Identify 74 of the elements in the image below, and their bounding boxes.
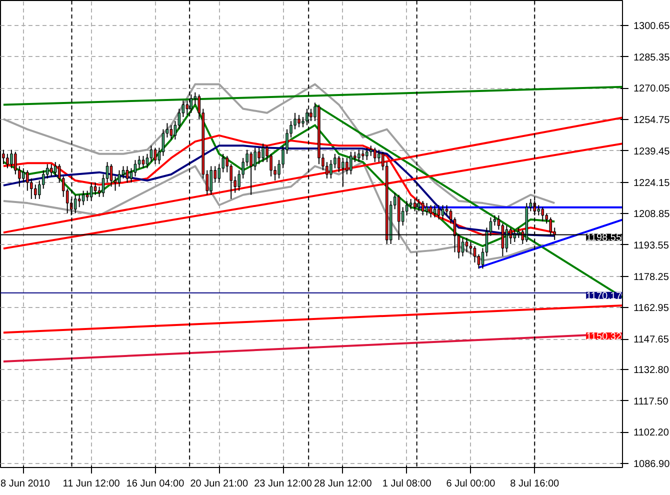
candlestick [330, 160, 332, 179]
candlestick [294, 112, 296, 130]
candlestick [142, 155, 145, 169]
candlestick [10, 149, 13, 169]
candlestick [262, 143, 264, 163]
y-tick-label: 1117.50 [634, 396, 669, 408]
y-tick-label: 1147.65 [634, 334, 670, 346]
candlestick [338, 155, 340, 173]
candlestick [54, 162, 57, 177]
candlestick [373, 147, 376, 163]
candlestick [126, 166, 129, 184]
x-tick-label: 28 Jun 12:00 [314, 478, 372, 490]
candlestick [130, 168, 133, 184]
candlestick [358, 149, 360, 163]
candlestick [22, 168, 25, 184]
candlestick [150, 145, 153, 163]
x-tick-label: 16 Jun 04:00 [126, 478, 185, 490]
y-tick-label: 1239.45 [634, 146, 670, 158]
y-tick-label: 1193.55 [634, 240, 670, 252]
candlestick [258, 147, 260, 165]
candlestick [6, 153, 9, 169]
candlestick [421, 200, 424, 216]
y-tick-label: 1208.85 [634, 209, 670, 220]
y-tick-label: 1224.15 [634, 178, 670, 189]
candlestick [14, 151, 17, 175]
y-tick-label: 1285.35 [634, 52, 670, 64]
candlestick [254, 147, 256, 171]
candlestick [409, 198, 412, 210]
y-tick-label: 1254.75 [634, 115, 670, 126]
candlestick [369, 145, 372, 156]
y-tick-label: 1102.20 [634, 428, 670, 439]
candlestick [26, 170, 29, 192]
y-tick-label: 1086.90 [634, 459, 670, 470]
candlestick [78, 194, 81, 208]
candlestick [377, 149, 380, 163]
x-tick-label: 8 Jun 2010 [0, 478, 50, 490]
candlestick [541, 206, 544, 222]
candlestick [346, 157, 348, 175]
y-tick-label: 1300.65 [634, 21, 670, 32]
candlestick [326, 162, 328, 179]
candlestick [537, 204, 540, 216]
candlestick [34, 184, 37, 200]
y-tick-label: 1162.95 [634, 303, 670, 314]
candlestick [138, 155, 141, 169]
x-tick-label: 6 Jul 00:00 [446, 478, 496, 490]
ref-line-label: 1170.17 [586, 290, 622, 302]
candlestick [118, 170, 121, 188]
line-series [2, 83, 556, 208]
candlestick [362, 149, 364, 161]
candlestick [110, 164, 113, 188]
candlestick [170, 124, 173, 140]
candlestick [298, 114, 300, 128]
candlestick [50, 164, 53, 177]
candlestick [365, 147, 368, 161]
candlestick [154, 147, 157, 165]
candlestick [465, 237, 468, 253]
candlestick [210, 166, 213, 196]
candlestick [146, 153, 149, 169]
y-tick-label: 1270.05 [634, 84, 670, 95]
candlestick [342, 157, 344, 188]
x-tick-label: 20 Jun 21:00 [190, 478, 248, 490]
x-tick-label: 23 Jun 12:00 [254, 478, 312, 490]
y-tick-label: 1132.80 [634, 364, 670, 376]
candlestick [82, 190, 85, 206]
candlestick [162, 128, 165, 156]
candlestick [250, 151, 252, 196]
x-tick-label: 1 Jul 08:00 [382, 478, 432, 490]
candlestick [461, 237, 464, 257]
x-tick-label: 11 Jun 12:00 [62, 478, 120, 490]
candlestick [350, 151, 352, 175]
ref-line-label: 1198.55 [586, 232, 622, 244]
candlestick [302, 116, 304, 128]
x-tick-label: 8 Jul 16:00 [510, 478, 560, 490]
y-tick-label: 1178.25 [634, 272, 670, 283]
